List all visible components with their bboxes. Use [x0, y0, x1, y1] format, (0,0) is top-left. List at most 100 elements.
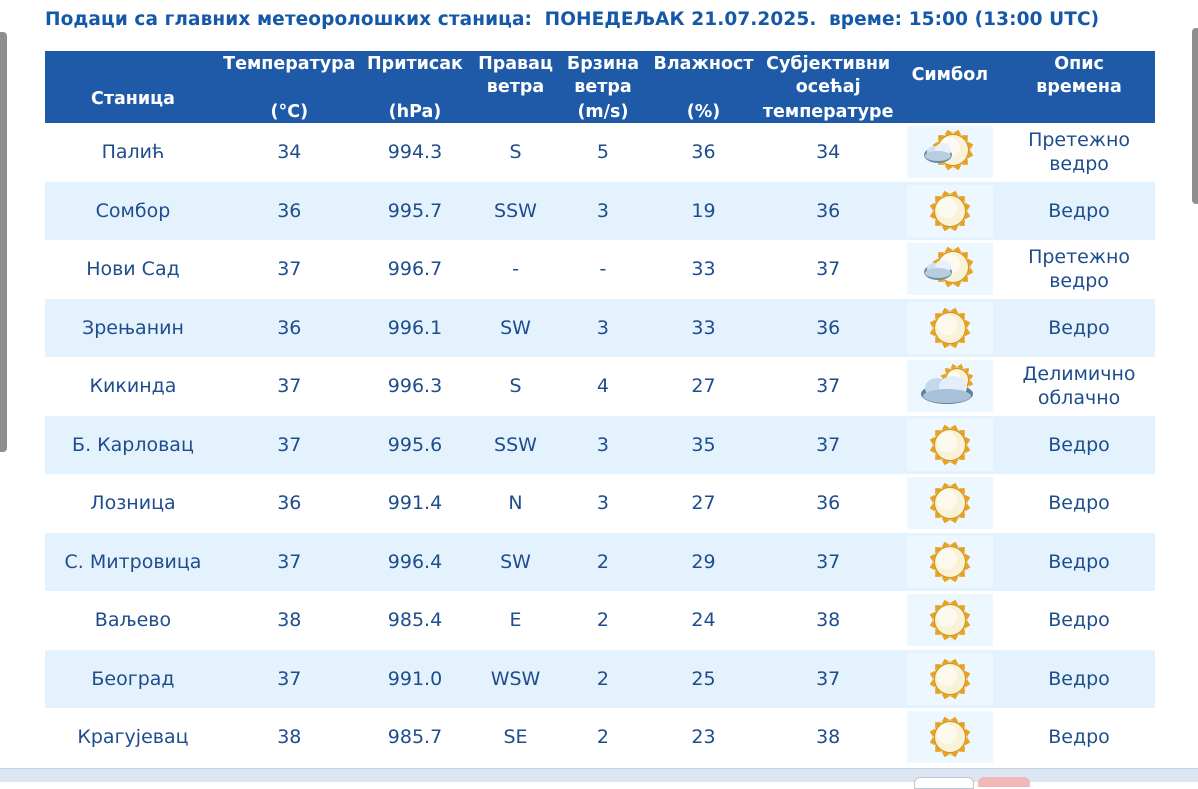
weather-description: Ведро	[1003, 532, 1155, 591]
pressure-value: 995.6	[357, 415, 473, 474]
wind-speed-value: 2	[558, 532, 648, 591]
header-feels-like: Субјективни осећај температуре	[759, 51, 897, 123]
humidity-value: 19	[647, 181, 760, 240]
feels-like-value: 38	[759, 708, 897, 767]
station-name: Ваљево	[45, 591, 221, 650]
right-scrollbar[interactable]	[1192, 28, 1198, 204]
description-line: Ведро	[1048, 726, 1110, 749]
humidity-value: 23	[647, 708, 760, 767]
description-line: ведро	[1049, 153, 1109, 176]
humidity-value: 27	[647, 474, 760, 533]
header-wind-speed: Брзина ветра (m/s)	[558, 51, 648, 123]
page-title: Подаци са главних метеоролошких станица:…	[45, 9, 1165, 35]
temperature-value: 37	[220, 649, 358, 708]
temperature-value: 37	[220, 240, 358, 299]
wind-direction-value: SSW	[472, 181, 559, 240]
temperature-value: 37	[220, 532, 358, 591]
feels-like-value: 36	[759, 298, 897, 357]
title-heading: Подаци са главних метеоролошких станица:	[45, 9, 533, 30]
temperature-value: 38	[220, 708, 358, 767]
feels-like-value: 34	[759, 123, 897, 182]
wind-direction-value: N	[472, 474, 559, 533]
pressure-value: 995.7	[357, 181, 473, 240]
symbol-cell	[896, 415, 1004, 474]
weather-description: Ведро	[1003, 474, 1155, 533]
left-scrollbar[interactable]	[0, 32, 7, 452]
weather-description: Ведро	[1003, 181, 1155, 240]
symbol-cell	[896, 181, 1004, 240]
symbol-cell	[896, 123, 1004, 182]
temperature-value: 36	[220, 181, 358, 240]
table-row: Ваљево 38 985.4 E 2 24 38 Ведро	[45, 591, 1155, 650]
humidity-value: 33	[647, 298, 760, 357]
station-name: Зрењанин	[45, 298, 221, 357]
humidity-value: 36	[647, 123, 760, 182]
wind-direction-value: -	[472, 240, 559, 299]
wind-speed-value: 3	[558, 415, 648, 474]
sun-icon	[906, 418, 993, 471]
table-row: Београд 37 991.0 WSW 2 25 37 Ведро	[45, 649, 1155, 708]
humidity-value: 29	[647, 532, 760, 591]
pressure-value: 985.7	[357, 708, 473, 767]
feels-like-value: 37	[759, 415, 897, 474]
station-name: Нови Сад	[45, 240, 221, 299]
humidity-value: 33	[647, 240, 760, 299]
pressure-value: 994.3	[357, 123, 473, 182]
symbol-cell	[896, 532, 1004, 591]
header-pressure: Притисак (hPa)	[357, 51, 473, 123]
pressure-value: 991.4	[357, 474, 473, 533]
temperature-value: 36	[220, 298, 358, 357]
feels-like-value: 37	[759, 357, 897, 416]
table-row: Зрењанин 36 996.1 SW 3 33 36 Ведро	[45, 298, 1155, 357]
humidity-value: 25	[647, 649, 760, 708]
header-humidity: Влажност (%)	[647, 51, 760, 123]
weather-description: Претежно ведро	[1003, 123, 1155, 182]
wind-speed-value: 2	[558, 591, 648, 650]
weather-description: Делимично облачно	[1003, 357, 1155, 416]
pressure-value: 996.1	[357, 298, 473, 357]
table-row: Сомбор 36 995.7 SSW 3 19 36 Ведро	[45, 181, 1155, 240]
wind-speed-value: 2	[558, 649, 648, 708]
weather-table: Станица Температура (°C) Притисак (hPa) …	[45, 51, 1155, 767]
pressure-value: 985.4	[357, 591, 473, 650]
wind-speed-value: 4	[558, 357, 648, 416]
wind-direction-value: WSW	[472, 649, 559, 708]
sun-icon	[906, 301, 993, 354]
description-line: Ведро	[1048, 433, 1110, 456]
taskbar-button-highlighted[interactable]	[978, 777, 1030, 787]
sun-icon	[906, 184, 993, 237]
sun-icon	[906, 652, 993, 705]
pressure-value: 991.0	[357, 649, 473, 708]
wind-direction-value: E	[472, 591, 559, 650]
sun-cloud-icon	[906, 126, 993, 179]
wind-speed-value: 5	[558, 123, 648, 182]
description-line: Ведро	[1048, 550, 1110, 573]
sun-icon	[906, 535, 993, 588]
description-line: Ведро	[1048, 667, 1110, 690]
description-line: ведро	[1049, 270, 1109, 293]
humidity-value: 24	[647, 591, 760, 650]
weather-description: Ведро	[1003, 298, 1155, 357]
title-time: време: 15:00 (13:00 UTC)	[829, 9, 1100, 30]
weather-description: Претежно ведро	[1003, 240, 1155, 299]
description-line: Претежно	[1028, 129, 1131, 152]
temperature-value: 36	[220, 474, 358, 533]
table-row: Нови Сад 37 996.7- -33 37 Претежно ведро	[45, 240, 1155, 299]
symbol-cell	[896, 649, 1004, 708]
weather-description: Ведро	[1003, 708, 1155, 767]
temperature-value: 37	[220, 357, 358, 416]
table-row: Лозница 36 991.4 N 3 27 36 Ведро	[45, 474, 1155, 533]
header-description: Опис времена	[1003, 51, 1155, 123]
taskbar-button[interactable]	[914, 777, 974, 789]
table-row: Крагујевац 38 985.7 SE 2 23 38 Ведро	[45, 708, 1155, 767]
feels-like-value: 37	[759, 532, 897, 591]
symbol-cell	[896, 591, 1004, 650]
wind-speed-value: 3	[558, 474, 648, 533]
station-name: Београд	[45, 649, 221, 708]
description-line: Ведро	[1048, 609, 1110, 632]
station-name: Кикинда	[45, 357, 221, 416]
symbol-cell	[896, 240, 1004, 299]
temperature-value: 34	[220, 123, 358, 182]
wind-speed-value: 3	[558, 298, 648, 357]
partly-cloudy-icon	[906, 360, 993, 413]
